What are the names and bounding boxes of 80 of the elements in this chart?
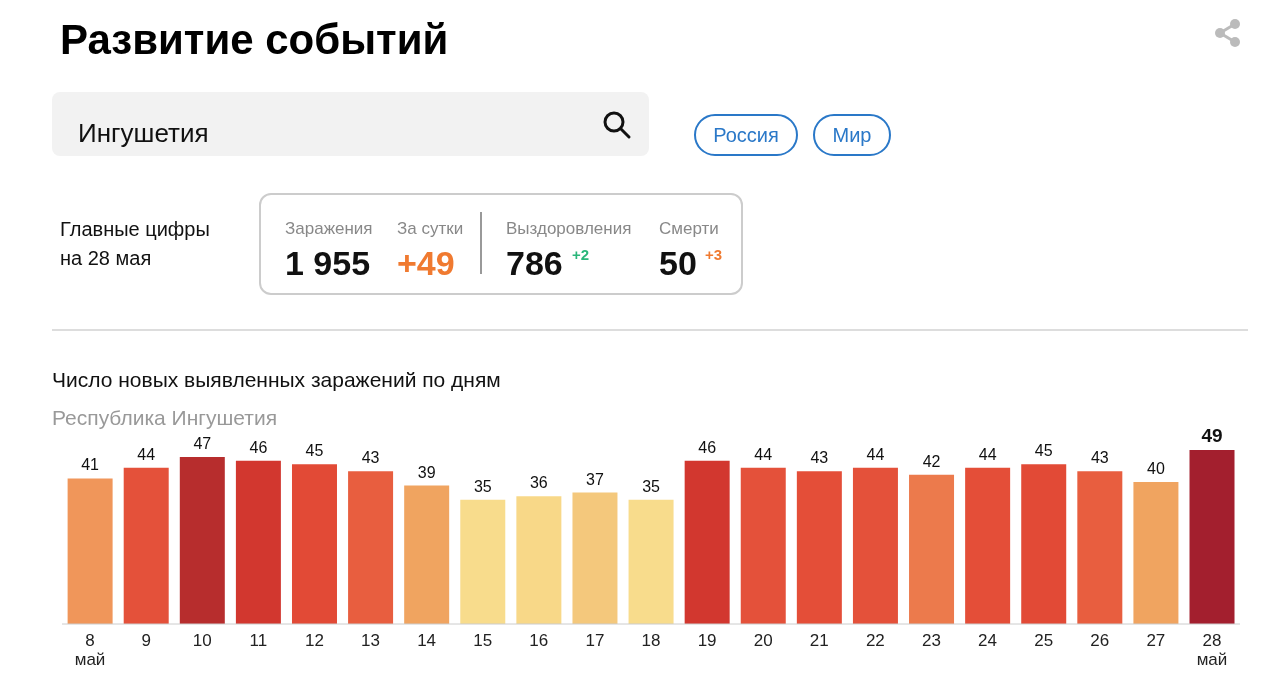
text: 1 955	[285, 244, 371, 283]
x-tick-label: 24	[978, 631, 998, 650]
text: +49	[397, 244, 455, 283]
data-label: 44	[754, 445, 773, 463]
x-tick-label: 8 май	[74, 631, 106, 669]
bar	[572, 492, 618, 624]
data-label: 35	[473, 477, 492, 495]
bar	[1077, 471, 1123, 624]
bar	[67, 478, 113, 624]
x-tick-label: 14	[417, 631, 437, 650]
text: Развитие событий	[60, 16, 449, 64]
data-label: 41	[81, 456, 100, 474]
x-tick-label: 21	[809, 631, 829, 650]
x-tick-label: 10	[192, 631, 212, 650]
data-label: 36	[529, 474, 548, 492]
bar	[740, 467, 786, 624]
x-tick-label: 13	[361, 631, 380, 650]
chart-subtitle: Республика Ингушетия	[52, 406, 278, 430]
bar	[291, 464, 337, 624]
x-tick-label: 16	[529, 631, 549, 650]
x-tick-label: 20	[753, 631, 773, 650]
bar	[1021, 464, 1067, 624]
data-label: 37	[586, 470, 604, 488]
x-tick-label: 28 май	[1196, 631, 1228, 669]
data-label: 44	[137, 445, 156, 463]
bar	[628, 499, 674, 624]
text: Выздоровления	[506, 219, 632, 239]
x-tick-label: 15	[473, 631, 493, 650]
bar	[1189, 450, 1235, 624]
data-label: 43	[1090, 449, 1109, 467]
x-tick-label: 17	[585, 631, 605, 650]
text: Главные цифры на 28 мая	[60, 217, 210, 271]
data-label: 39	[417, 463, 436, 481]
x-tick-label: 19	[697, 631, 717, 650]
x-tick-label: 11	[249, 631, 268, 650]
text: Мир	[813, 114, 891, 156]
data-label: 43	[810, 449, 829, 467]
data-label: 49	[1201, 425, 1223, 446]
data-label: 44	[866, 445, 885, 463]
data-label: 40	[1147, 459, 1165, 477]
bar	[179, 457, 225, 624]
text: 786	[506, 244, 563, 283]
x-tick-label: 12	[304, 631, 324, 650]
bar	[348, 471, 394, 624]
bar	[852, 467, 898, 624]
bar	[909, 474, 955, 624]
data-label: 45	[305, 442, 324, 460]
bar	[965, 467, 1011, 624]
x-tick-label: 9	[141, 631, 151, 650]
bar	[684, 460, 730, 624]
data-label: 47	[193, 435, 212, 453]
x-tick-label: 26	[1090, 631, 1110, 650]
x-tick-label: 27	[1146, 631, 1166, 650]
data-label: 46	[698, 438, 717, 456]
x-tick-label: 22	[865, 631, 885, 650]
text: За сутки	[397, 219, 464, 239]
text: Россия	[694, 114, 798, 156]
bar	[404, 485, 450, 624]
bar	[796, 471, 842, 624]
bar	[123, 467, 169, 624]
bar	[235, 460, 281, 624]
chart-title: Число новых выявленных заражений по дням	[52, 368, 501, 392]
data-label: 42	[922, 452, 941, 470]
data-label: 46	[249, 438, 268, 456]
text: +2	[572, 246, 590, 263]
x-tick-label: 18	[641, 631, 661, 650]
text: +3	[705, 246, 723, 263]
text: 50	[659, 244, 697, 283]
bar	[516, 496, 562, 624]
data-label: 35	[642, 477, 661, 495]
text: Смерти	[659, 219, 719, 239]
data-label: 43	[361, 449, 380, 467]
x-tick-label: 25	[1034, 631, 1054, 650]
data-label: 44	[978, 445, 997, 463]
data-label: 45	[1034, 442, 1053, 460]
x-tick-label: 23	[922, 631, 941, 650]
text: Ингушетия	[78, 118, 209, 149]
bar	[460, 499, 506, 624]
text: Заражения	[285, 219, 373, 239]
bar	[1133, 481, 1179, 624]
